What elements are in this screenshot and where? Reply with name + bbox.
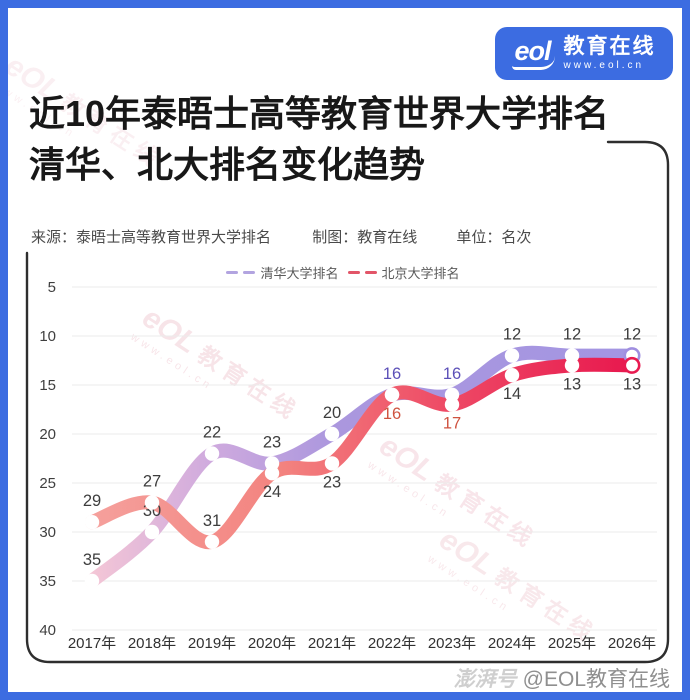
data-point-qinghua — [204, 446, 220, 461]
y-axis-tick: 40 — [39, 622, 56, 639]
legend-marker-qinghua — [226, 270, 256, 275]
data-label-qinghua: 23 — [263, 433, 281, 451]
page-title: 近10年泰晤士高等教育世界大学排名 清华、北大排名变化趋势 — [29, 88, 609, 190]
data-point-beida — [564, 358, 580, 373]
data-point-beida — [84, 515, 100, 530]
data-point-beida — [444, 397, 460, 412]
data-label-qinghua: 22 — [203, 424, 221, 442]
data-label-beida: 31 — [203, 512, 221, 530]
legend-marker-beida — [347, 270, 377, 275]
x-axis-tick: 2025年 — [548, 635, 596, 652]
y-axis-tick: 30 — [39, 524, 56, 541]
author-label: 制图：教育在线 — [312, 229, 418, 246]
logo-website-url: www.eol.cn — [563, 59, 645, 71]
y-axis-tick: 15 — [39, 377, 56, 394]
chart-legend: 清华大学排名 北京大学排名 — [27, 263, 668, 282]
platform-badge: 澎湃号 — [453, 668, 517, 691]
data-label-beida: 17 — [443, 415, 461, 433]
x-axis-tick: 2023年 — [428, 635, 476, 652]
eol-logo-mark: eol — [512, 37, 555, 70]
data-label-beida: 23 — [323, 473, 341, 491]
footer-watermark: 澎湃号 @EOL教育在线 — [454, 663, 670, 693]
data-point-beida — [324, 456, 340, 471]
series-line-beida — [85, 357, 639, 549]
account-handle: @EOL教育在线 — [522, 668, 670, 691]
data-label-beida: 27 — [143, 473, 161, 491]
x-axis-tick: 2026年 — [608, 635, 656, 652]
y-axis-tick: 20 — [39, 426, 56, 443]
data-point-beida — [384, 387, 400, 402]
title-line-2: 清华、北大排名变化趋势 — [29, 144, 426, 186]
data-label-qinghua: 12 — [503, 326, 521, 344]
data-point-beida — [264, 466, 280, 481]
meta-row: 来源：泰晤士高等教育世界大学排名 制图：教育在线 单位：名次 — [31, 226, 531, 247]
data-label-qinghua: 16 — [443, 365, 461, 383]
title-line-1: 近10年泰晤士高等教育世界大学排名 — [29, 93, 610, 134]
x-axis-tick: 2017年 — [68, 635, 116, 652]
data-label-beida: 13 — [623, 375, 641, 393]
data-point-qinghua — [504, 348, 520, 363]
x-axis-tick: 2019年 — [188, 635, 236, 652]
data-label-qinghua: 12 — [623, 326, 641, 344]
data-label-beida: 14 — [503, 385, 521, 403]
data-point-beida — [623, 356, 641, 374]
data-label-beida: 24 — [263, 483, 281, 501]
data-point-qinghua — [324, 426, 340, 442]
x-axis-tick: 2021年 — [308, 635, 356, 652]
x-axis-tick: 2018年 — [128, 635, 176, 652]
data-point-qinghua — [144, 524, 160, 540]
data-label-qinghua: 12 — [563, 326, 581, 344]
card-frame-decoration — [25, 140, 670, 664]
logo-brand-name: 教育在线 — [563, 35, 656, 59]
data-label-beida: 13 — [563, 375, 581, 393]
data-label-qinghua: 16 — [383, 365, 401, 383]
series-line-qinghua — [85, 345, 639, 588]
data-label-beida: 29 — [83, 492, 101, 510]
data-point-beida — [204, 534, 220, 549]
x-axis-tick: 2024年 — [488, 635, 536, 652]
x-axis-tick: 2022年 — [368, 635, 416, 652]
y-axis-tick: 10 — [39, 328, 56, 345]
data-label-qinghua: 35 — [83, 551, 101, 569]
data-point-beida — [504, 368, 520, 383]
y-axis-tick: 5 — [48, 279, 56, 296]
y-axis-tick: 25 — [39, 475, 56, 492]
legend-label-qinghua: 清华大学排名 — [260, 266, 339, 281]
unit-label: 单位：名次 — [456, 229, 532, 246]
legend-label-beida: 北京大学排名 — [381, 266, 460, 281]
data-point-qinghua — [84, 573, 100, 589]
eol-logo: eol 教育在线 www.eol.cn — [495, 27, 673, 80]
y-axis-tick: 35 — [39, 573, 56, 590]
data-label-qinghua: 20 — [323, 404, 341, 422]
data-point-beida — [144, 495, 160, 510]
x-axis-tick: 2020年 — [248, 635, 296, 652]
data-label-beida: 16 — [383, 405, 401, 423]
source-label: 来源：泰晤士高等教育世界大学排名 — [31, 229, 272, 246]
